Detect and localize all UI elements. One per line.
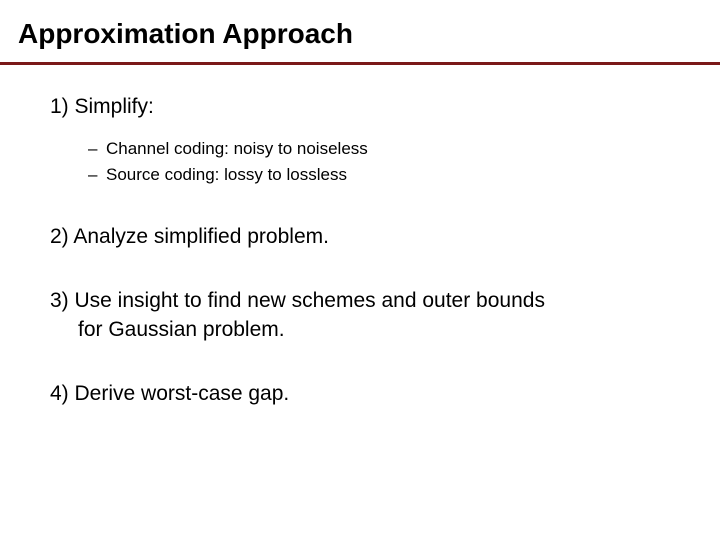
subitem-text: Source coding: lossy to lossless — [106, 165, 347, 184]
step-3-line2: for Gaussian problem. — [50, 316, 680, 344]
slide-title: Approximation Approach — [0, 18, 720, 62]
step-3: 3) Use insight to find new schemes and o… — [50, 287, 680, 344]
step-4: 4) Derive worst-case gap. — [50, 380, 680, 408]
title-divider — [0, 62, 720, 65]
step-1: 1) Simplify: — [50, 93, 680, 121]
step-3-line1: 3) Use insight to find new schemes and o… — [50, 289, 545, 312]
dash-bullet: – — [88, 137, 106, 161]
subitem-text: Channel coding: noisy to noiseless — [106, 139, 368, 158]
step-1-subitem-b: –Source coding: lossy to lossless — [88, 163, 680, 187]
step-1-subitem-a: –Channel coding: noisy to noiseless — [88, 137, 680, 161]
dash-bullet: – — [88, 163, 106, 187]
step-1-sublist: –Channel coding: noisy to noiseless –Sou… — [50, 127, 680, 187]
step-2: 2) Analyze simplified problem. — [50, 223, 680, 251]
slide-content: 1) Simplify: –Channel coding: noisy to n… — [0, 93, 720, 408]
slide-container: Approximation Approach 1) Simplify: –Cha… — [0, 0, 720, 540]
